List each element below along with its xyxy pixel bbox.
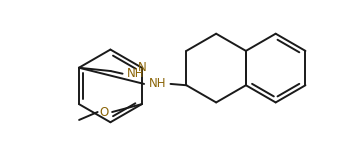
Text: NH: NH [149, 77, 166, 90]
Text: N: N [138, 61, 146, 74]
Text: NH: NH [127, 67, 144, 80]
Text: O: O [100, 105, 109, 119]
